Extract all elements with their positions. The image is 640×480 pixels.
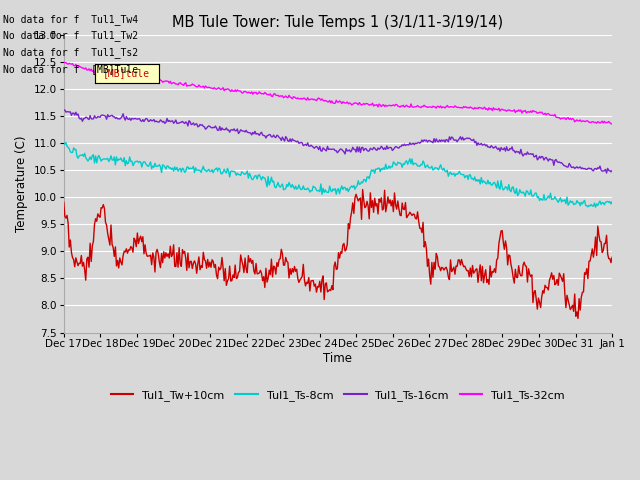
Title: MB Tule Tower: Tule Temps 1 (3/1/11-3/19/14): MB Tule Tower: Tule Temps 1 (3/1/11-3/19… (172, 15, 504, 30)
Text: No data for f  Tul1_Tw4: No data for f Tul1_Tw4 (3, 13, 138, 24)
Text: No data for f  Tul1_Tw2: No data for f Tul1_Tw2 (3, 30, 138, 41)
Text: No data for f  [MB]Tule: No data for f [MB]Tule (3, 64, 138, 74)
Text: [MB]tule: [MB]tule (103, 69, 150, 78)
Text: No data for f  Tul1_Ts2: No data for f Tul1_Ts2 (3, 47, 138, 58)
Legend: Tul1_Tw+10cm, Tul1_Ts-8cm, Tul1_Ts-16cm, Tul1_Ts-32cm: Tul1_Tw+10cm, Tul1_Ts-8cm, Tul1_Ts-16cm,… (107, 385, 569, 406)
Y-axis label: Temperature (C): Temperature (C) (15, 136, 28, 232)
X-axis label: Time: Time (323, 352, 353, 365)
